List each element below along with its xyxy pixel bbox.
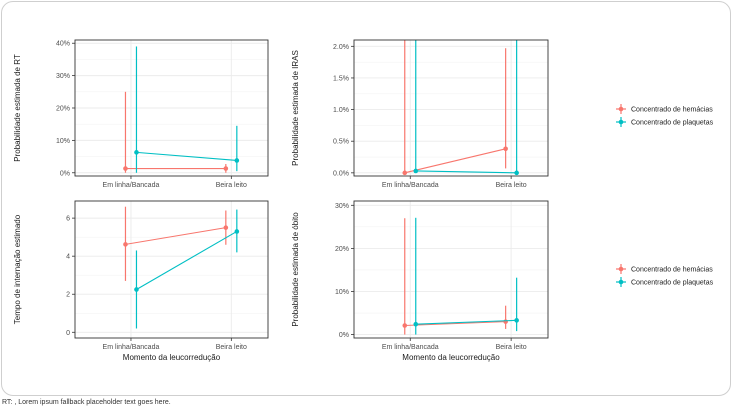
y-tick-label: 0% [60, 170, 70, 177]
data-point [402, 170, 408, 176]
figure-frame: 0% 10% 20% 30% 40% Em linha/Bancada Beira leit… [1, 1, 731, 396]
y-tick-label: 0.0% [333, 170, 349, 177]
legend-label: Concentrado de hemácias [631, 107, 713, 114]
data-point [223, 166, 229, 171]
series-line [136, 230, 238, 290]
data-point [223, 225, 229, 230]
x-tick-label: Beira leito [496, 344, 527, 351]
y-tick-label: 40% [56, 41, 70, 48]
legend-label: Concentrado de hemácias [631, 267, 713, 274]
y-tick-label: 0 [66, 330, 70, 337]
y-tick-label: 1.0% [333, 107, 349, 114]
legend-label: Concentrado de plaquetas [631, 120, 714, 127]
x-tick-label: Em linha/Bancada [103, 344, 160, 351]
legend-key-point [618, 279, 624, 285]
panel-border [74, 39, 269, 177]
x-tick-label: Beira leito [216, 182, 247, 189]
series-line [404, 321, 506, 327]
chart-panel-4: 0% 10% 20% 30% Em linha/Bancada Beira leito Pr… [291, 200, 549, 362]
panel-background [354, 201, 548, 338]
series-line [125, 227, 226, 245]
y-tick-label: 20% [335, 246, 349, 253]
x-tick-label: Em linha/Bancada [103, 182, 160, 189]
panel-border [353, 200, 549, 339]
panel-border [353, 39, 549, 177]
series-line [415, 170, 517, 174]
data-point [413, 168, 419, 174]
data-point [134, 150, 139, 155]
data-layer [402, 40, 519, 176]
x-tick-label: Beira leito [496, 182, 527, 189]
chart-panel-1: 0% 10% 20% 30% 40% Em linha/Bancada Beira leit… [13, 39, 269, 189]
series-line [415, 319, 517, 325]
legend-key-point [618, 106, 624, 112]
x-axis-label: Momento da leucorredução [402, 353, 500, 362]
legend-label: Concentrado de plaquetas [631, 280, 714, 287]
legend-2: Concentrado de hemácias Concentrado de pl… [616, 264, 714, 287]
data-point [503, 319, 508, 324]
legend-key-point [618, 266, 624, 272]
y-tick-label: 20% [56, 106, 70, 113]
y-axis-label: Tempo de internação estimado [13, 214, 22, 324]
y-axis-label: Probabilidade estimada de óbito [291, 212, 300, 327]
chart-panel-3: 0 2 4 6 Em linha/Bancada Beira leito Tempo de … [13, 200, 269, 362]
legend-1: Concentrado de hemácias Concentrado de pl… [616, 104, 714, 127]
y-tick-label: 30% [56, 73, 70, 80]
data-point [413, 321, 419, 327]
data-point [503, 146, 508, 152]
data-layer [402, 217, 519, 335]
data-point [123, 166, 128, 171]
data-point [514, 318, 519, 323]
y-tick-label: 0.5% [333, 139, 349, 146]
data-point [234, 158, 240, 163]
y-axis-label: Probabilidade estimada de IRAS [291, 50, 300, 166]
x-tick-label: Beira leito [216, 344, 247, 351]
data-point [123, 242, 128, 247]
y-tick-label: 0% [339, 332, 349, 339]
series-line [136, 151, 237, 162]
figure-caption: RT: , Lorem ipsum fallback placeholder t… [2, 399, 171, 406]
y-tick-label: 2.0% [333, 44, 349, 51]
data-layer [123, 46, 240, 173]
y-tick-label: 10% [56, 138, 70, 145]
data-layer [123, 206, 240, 329]
panel-background [354, 40, 548, 176]
data-point [514, 170, 519, 176]
data-point [234, 229, 240, 234]
figure-canvas: 0%10%20%30%40%Em linha/Bancada Beira leit… [13, 39, 714, 362]
y-tick-label: 10% [335, 289, 349, 296]
y-tick-label: 6 [66, 216, 70, 223]
legend-key-point [618, 119, 624, 125]
series-line [404, 148, 506, 174]
x-tick-label: Em linha/Bancada [382, 182, 439, 189]
y-tick-label: 1.5% [333, 75, 349, 82]
y-tick-label: 30% [335, 203, 349, 210]
y-axis-label: Probabilidade estimada de RT [13, 54, 22, 162]
chart-panel-2: 0.0% 0.5% 1.0% 1.5% 2.0% Em linha/Bancada Beir… [291, 39, 549, 189]
panel-border [74, 200, 269, 339]
data-point [134, 287, 139, 292]
y-tick-label: 4 [66, 254, 70, 261]
x-axis-label: Momento da leucorredução [123, 353, 221, 362]
x-tick-label: Em linha/Bancada [382, 344, 439, 351]
data-point [402, 323, 408, 328]
y-tick-label: 2 [66, 292, 70, 299]
